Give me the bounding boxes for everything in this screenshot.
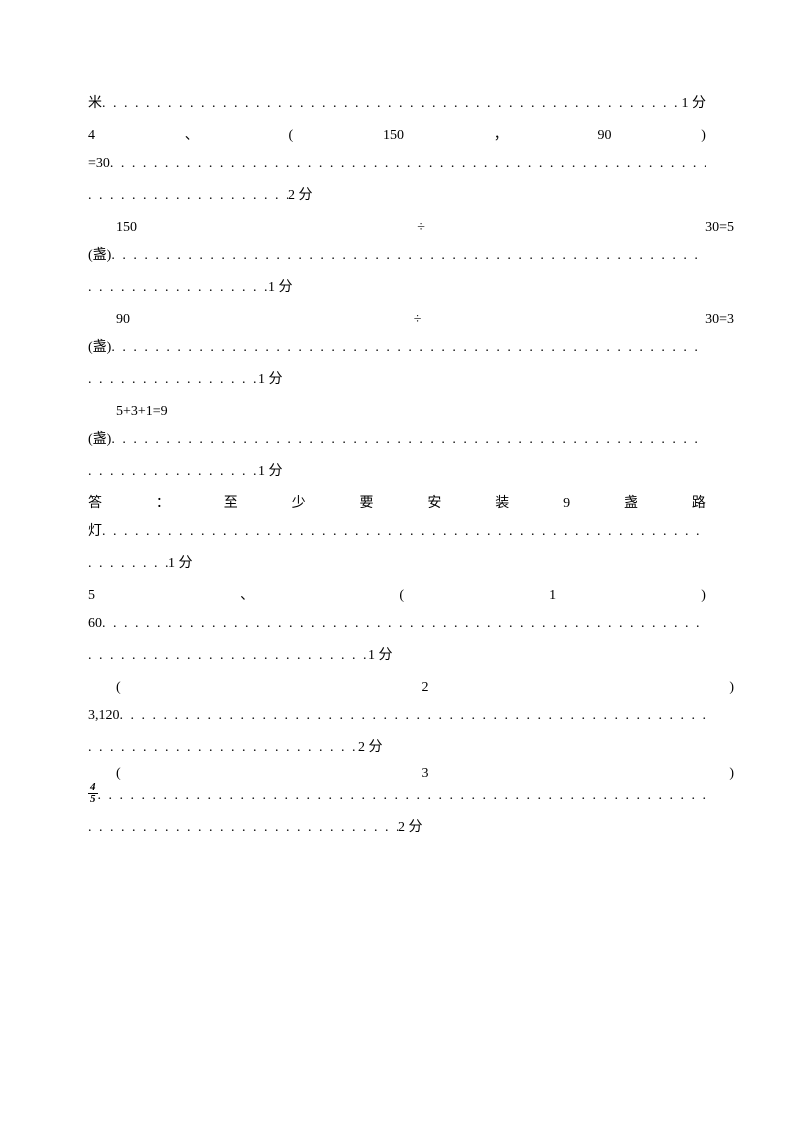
frac-den: 5 xyxy=(88,794,98,805)
score-line-1e: 1 分 xyxy=(88,550,706,578)
char-da: 答 xyxy=(88,490,102,518)
num-2: 2 xyxy=(422,674,429,702)
dot-leader xyxy=(88,734,358,762)
sum-line: 5+3+1=9 xyxy=(88,398,706,426)
char-colon: ： xyxy=(156,490,170,518)
dot-leader xyxy=(88,814,398,842)
text-mi: 米 xyxy=(88,90,102,118)
char-deng: 灯 xyxy=(88,518,102,546)
score-line-1c: 1 分 xyxy=(88,366,706,394)
eq-30-3: 30=3 xyxy=(705,306,734,334)
char-lu: 路 xyxy=(692,490,706,518)
page: 米 1 分 4 、 ( 150 ， 90 ) =30 2 分 150 ÷ xyxy=(0,0,793,1122)
dot-leader xyxy=(88,458,258,486)
paren-close-4: ) xyxy=(729,760,734,788)
dot-leader xyxy=(88,182,288,210)
dot-leader xyxy=(102,90,682,118)
char-shao: 少 xyxy=(292,490,306,518)
dun-2: 、 xyxy=(240,582,254,610)
line-frac: 4 5 xyxy=(88,782,706,810)
paren-close-2: ) xyxy=(701,582,706,610)
line-60: 60 xyxy=(88,610,706,638)
zan-line-3: (盏) xyxy=(88,426,706,454)
char-zhi: 至 xyxy=(224,490,238,518)
dun: 、 xyxy=(185,122,199,150)
dot-leader xyxy=(88,642,368,670)
score-1: 1 分 xyxy=(682,90,707,118)
line-150-div: 150 ÷ 30=5 xyxy=(88,214,734,242)
score-2: 2 分 xyxy=(288,182,313,210)
fraction-4-5: 4 5 xyxy=(88,782,98,810)
num-150b: 150 xyxy=(116,214,137,242)
score-line-2a: 2 分 xyxy=(88,182,706,210)
paren-zan-3: (盏) xyxy=(88,426,111,454)
score-line-2c: 2 分 xyxy=(88,814,706,842)
score-line-1d: 1 分 xyxy=(88,458,706,486)
num-3120: 3,120 xyxy=(88,702,120,730)
score-2b: 2 分 xyxy=(358,734,383,762)
num-1: 1 xyxy=(549,582,556,610)
line-5-2: ( 2 ) xyxy=(88,674,734,702)
score-1d: 1 分 xyxy=(258,458,283,486)
num-60: 60 xyxy=(88,610,102,638)
dot-leader xyxy=(102,610,706,638)
eq-30-5: 30=5 xyxy=(705,214,734,242)
num-5: 5 xyxy=(88,582,95,610)
dot-leader xyxy=(110,150,706,178)
content-body: 米 1 分 4 、 ( 150 ， 90 ) =30 2 分 150 ÷ xyxy=(88,90,706,846)
paren-open-2: ( xyxy=(399,582,404,610)
dot-leader xyxy=(111,426,706,454)
score-1e: 1 分 xyxy=(168,550,193,578)
score-line-2b: 2 分 xyxy=(88,734,706,762)
score-1b: 1 分 xyxy=(268,274,293,302)
zan-line-2: (盏) xyxy=(88,334,706,362)
eq-30-line: =30 xyxy=(88,150,706,178)
dot-leader xyxy=(120,702,707,730)
char-9: 9 xyxy=(563,490,570,518)
paren-zan: (盏) xyxy=(88,242,111,270)
char-zhuang: 装 xyxy=(495,490,509,518)
score-1c: 1 分 xyxy=(258,366,283,394)
div-sign: ÷ xyxy=(417,214,425,242)
comma: ， xyxy=(494,122,508,150)
dot-leader xyxy=(88,550,168,578)
dot-leader xyxy=(88,366,258,394)
dot-leader xyxy=(98,782,707,810)
paren-zan-2: (盏) xyxy=(88,334,111,362)
paren-close: ) xyxy=(701,122,706,150)
num-4: 4 xyxy=(88,122,95,150)
paren-open: ( xyxy=(289,122,294,150)
score-1f: 1 分 xyxy=(368,642,393,670)
dot-leader xyxy=(88,274,268,302)
paren-open-3: ( xyxy=(116,674,121,702)
zan-line-1: (盏) xyxy=(88,242,706,270)
answer-sentence: 答 ： 至 少 要 安 装 9 盏 路 xyxy=(88,490,706,518)
char-an: 安 xyxy=(427,490,441,518)
score-2c: 2 分 xyxy=(398,814,423,842)
line-5-1: 5 、 ( 1 ) xyxy=(88,582,706,610)
div-sign-2: ÷ xyxy=(414,306,422,334)
dot-leader xyxy=(111,334,706,362)
paren-close-3: ) xyxy=(729,674,734,702)
score-line-1f: 1 分 xyxy=(88,642,706,670)
eq-30: =30 xyxy=(88,150,110,178)
answer-line: 米 1 分 xyxy=(88,90,706,118)
sum-9: 5+3+1=9 xyxy=(116,404,168,419)
dot-leader xyxy=(102,518,706,546)
char-zan: 盏 xyxy=(624,490,638,518)
char-yao: 要 xyxy=(360,490,374,518)
num-90b: 90 xyxy=(116,306,130,334)
line-3120: 3,120 xyxy=(88,702,706,730)
num-150: 150 xyxy=(383,122,404,150)
deng-line: 灯 xyxy=(88,518,706,546)
score-line-1b: 1 分 xyxy=(88,274,706,302)
line-90-div: 90 ÷ 30=3 xyxy=(88,306,734,334)
num-90: 90 xyxy=(598,122,612,150)
line-4-gcd: 4 、 ( 150 ， 90 ) xyxy=(88,122,706,150)
dot-leader xyxy=(111,242,706,270)
